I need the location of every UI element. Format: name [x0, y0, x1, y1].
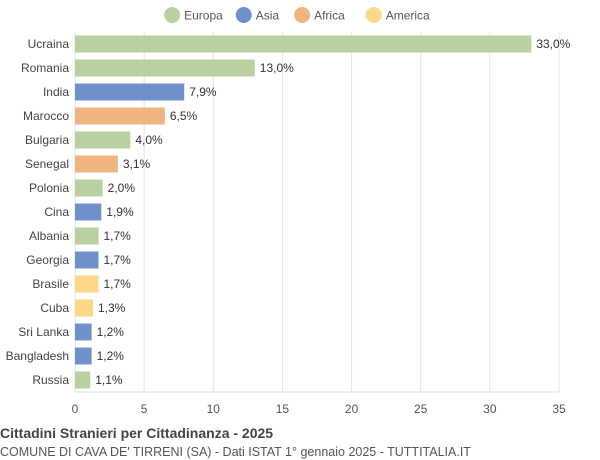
category-label: India [43, 85, 69, 99]
category-label: Russia [32, 373, 69, 387]
data-label: 13,0% [260, 61, 294, 75]
category-label: Marocco [23, 109, 69, 123]
x-tick-label: 25 [414, 402, 428, 416]
bar-chart: 0 5 10 15 20 25 30 35 Ucraina 33,0% Romania 13,0% In… [6, 7, 571, 416]
chart-subtitle: COMUNE DI CAVA DE' TIRRENI (SA) - Dati I… [0, 445, 471, 459]
legend-label: Africa [314, 9, 345, 23]
category-label: Georgia [26, 253, 69, 267]
data-label: 1,9% [106, 205, 134, 219]
category-label: Brasile [32, 277, 69, 291]
x-tick-label: 30 [483, 402, 497, 416]
bar [75, 131, 131, 149]
bar [75, 251, 99, 269]
category-label: Albania [29, 229, 69, 243]
category-label: Cina [44, 205, 69, 219]
data-label: 1,2% [97, 349, 125, 363]
category-label: Polonia [29, 181, 69, 195]
category-label: Romania [21, 61, 69, 75]
data-label: 1,3% [98, 301, 126, 315]
data-label: 1,7% [104, 277, 132, 291]
legend-label: Asia [256, 9, 280, 23]
x-tick-label: 35 [552, 402, 566, 416]
bar [75, 227, 99, 245]
legend-swatch [294, 7, 311, 23]
data-label: 33,0% [536, 37, 570, 51]
bar [75, 275, 99, 293]
legend-label: America [386, 9, 430, 23]
data-label: 6,5% [170, 109, 198, 123]
data-label: 1,7% [104, 253, 132, 267]
data-label: 1,2% [97, 325, 125, 339]
bar [75, 83, 185, 101]
category-label: Ucraina [28, 37, 70, 51]
data-label: 1,1% [95, 373, 123, 387]
data-label: 4,0% [135, 133, 163, 147]
bar [75, 35, 532, 53]
bar [75, 371, 91, 389]
bar [75, 323, 92, 341]
x-tick-label: 10 [207, 402, 221, 416]
category-label: Bangladesh [6, 349, 69, 363]
legend-swatch [365, 7, 382, 23]
data-label: 1,7% [104, 229, 132, 243]
category-label: Sri Lanka [18, 325, 69, 339]
x-tick-label: 15 [276, 402, 290, 416]
x-tick-label: 0 [72, 402, 79, 416]
legend-label: Europa [184, 9, 223, 23]
data-label: 3,1% [123, 157, 151, 171]
category-label: Senegal [25, 157, 69, 171]
bar [75, 155, 118, 173]
x-tick-label: 20 [345, 402, 359, 416]
bar [75, 107, 165, 125]
category-label: Cuba [40, 301, 69, 315]
chart-title: Cittadini Stranieri per Cittadinanza - 2… [0, 425, 274, 441]
bar [75, 203, 102, 221]
x-tick-label: 5 [141, 402, 148, 416]
legend-swatch [164, 7, 181, 23]
bar [75, 59, 255, 77]
data-label: 7,9% [189, 85, 217, 99]
bar [75, 347, 92, 365]
bar [75, 179, 103, 197]
data-label: 2,0% [108, 181, 136, 195]
bar [75, 299, 93, 317]
category-label: Bulgaria [25, 133, 69, 147]
legend-swatch [235, 7, 252, 23]
